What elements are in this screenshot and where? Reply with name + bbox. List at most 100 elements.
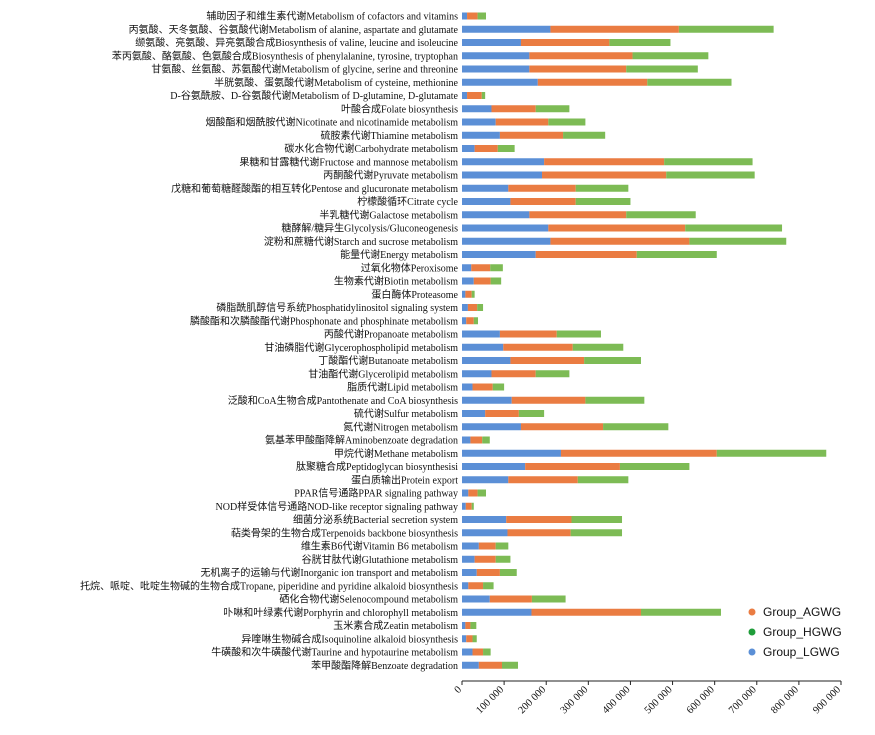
bar-segment-group_lgwg [462,569,477,576]
category-label: 磷脂酰肌醇信号系统Phosphatidylinositol signaling … [216,301,458,314]
bar-segment-group_agwg [503,343,573,351]
bar-segment-group_hgwg [603,423,669,431]
bar-segment-group_hgwg [585,396,645,404]
bar-segment-group_lgwg [462,449,561,457]
bar-segment-group_agwg [525,463,620,470]
category-label: 硒化合物代谢Selenocompound metabolism [279,593,458,606]
bar-segment-group_lgwg [462,635,467,643]
category-label: 烟酸酯和烟酰胺代谢Nicotinate and nicotinamide met… [206,116,459,129]
bar-segment-group_lgwg [462,78,538,86]
bar-segment-group_hgwg [640,608,721,616]
bar-segment-group_hgwg [626,211,696,219]
category-label: 辅助因子和维生素代谢Metabolism of cofactors and vi… [206,10,458,23]
bar-segment-group_lgwg [462,131,500,139]
bar-segment-group_agwg [529,65,627,73]
x-tick-label: 200 000 [516,684,548,716]
bar-segment-group_agwg [544,158,665,166]
x-tick-label: 100 000 [474,684,506,716]
bar-segment-group_hgwg [499,569,517,576]
bar-segment-group_hgwg [556,330,601,338]
bar-segment-group_lgwg [462,158,545,166]
category-label: 叶酸合成Folate biosynthesis [341,102,458,115]
bar-segment-group_agwg [470,436,483,444]
bar-segment-group_lgwg [462,237,551,245]
bar-segment-group_agwg [510,198,576,205]
bar-segment-group_agwg [510,357,585,364]
bar-segment-group_hgwg [577,476,629,484]
bar-segment-group_lgwg [462,224,549,232]
category-label: 甲烷代谢Methane metabolism [334,447,458,460]
bar-segment-group_agwg [520,39,610,46]
bar-segment-group_hgwg [535,370,570,378]
x-tick-label: 500 000 [643,684,675,716]
bar-segment-group_lgwg [462,476,509,484]
category-label: 甘油磷脂代谢Glycerophospholipid metabolism [264,341,458,354]
bar-segment-group_agwg [537,78,648,86]
bar-segment-group_lgwg [462,595,490,603]
bar-segment-group_agwg [476,569,500,576]
category-label: 苯甲酸酯降解Benzoate degradation [311,659,458,672]
bar-segment-group_lgwg [462,489,469,497]
category-label: 托烷、哌啶、吡啶生物碱的生物合成Tropane, piperidine and … [80,579,458,592]
bar-segment-group_agwg [478,661,503,669]
category-label: 蛋白质输出Protein export [351,473,458,486]
bar-segment-group_hgwg [632,52,709,60]
legend-marker [748,648,756,656]
bar-segment-group_lgwg [462,608,532,616]
category-label: 卟啉和叶绿素代谢Porphyrin and chlorophyll metabo… [223,606,458,619]
category-label: 氮代谢Nitrogen metabolism [343,420,458,433]
bar-segment-group_agwg [548,224,686,232]
bar-segment-group_lgwg [462,343,504,351]
bar-segment-group_lgwg [462,463,526,470]
bar-segment-group_agwg [508,184,576,192]
bar-segment-group_agwg [506,516,572,523]
bar-segment-group_hgwg [495,542,509,550]
category-label: 丙酸代谢Propanoate metabolism [324,328,458,341]
category-label: 膦酸酯和次膦酸酯代谢Phosphonate and phosphinate me… [190,314,458,327]
bar-segment-group_agwg [467,92,482,99]
bar-segment-group_hgwg [471,290,475,298]
x-tick-label: 600 000 [685,684,717,716]
legend-marker [748,608,756,616]
legend-marker [748,628,756,636]
category-label: 半胱氨酸、蛋氨酸代谢Metabolism of cysteine, methio… [214,76,458,89]
bar-segment-group_agwg [485,410,519,417]
bar-segment-group_agwg [466,317,474,325]
category-label: 缬氨酸、亮氨酸、异亮氨酸合成Biosynthesis of valine, le… [135,36,458,49]
bar-segment-group_hgwg [481,92,486,99]
bar-segment-group_agwg [465,622,471,629]
bar-segment-group_agwg [499,131,564,139]
bar-segment-group_hgwg [548,118,586,126]
bar-segment-group_agwg [508,476,578,484]
bar-segment-group_agwg [507,529,571,537]
category-label: 柠檬酸循环Citrate cycle [357,195,458,208]
bar-segment-group_agwg [466,635,473,643]
bar-segment-group_agwg [531,608,641,616]
x-tick-label: 0 [453,684,464,695]
bar-segment-group_agwg [550,25,679,33]
bar-segment-group_agwg [520,423,604,431]
bar-segment-group_agwg [560,449,717,457]
category-label: 蛋白酶体Proteasome [371,288,458,301]
bar-segment-group_lgwg [462,184,509,192]
category-label: NOD样受体信号通路NOD-like receptor signaling pa… [216,500,458,513]
bar-segment-group_hgwg [716,449,827,457]
category-label: 无机离子的运输与代谢Inorganic ion transport and me… [200,566,458,579]
bar-segment-group_lgwg [462,516,507,523]
legend-label: Group_HGWG [763,625,842,639]
bar-segment-group_lgwg [462,65,530,73]
bar-segment-group_hgwg [473,317,479,325]
category-label: 淀粉和蔗糖代谢Starch and sucrose metabolism [264,235,458,248]
category-label: 甘氨酸、丝氨酸、苏氨酸代谢Metabolism of glycine, seri… [151,63,458,76]
x-tick-label: 800 000 [769,684,801,716]
bar-segment-group_agwg [491,370,536,378]
bar-segment-group_agwg [471,264,491,272]
bar-segment-group_lgwg [462,582,469,590]
category-label: 谷胱甘肽代谢Glutathione metabolism [302,553,459,566]
category-label: 糖酵解/糖异生Glycolysis/Gluconeogenesis [281,222,458,235]
bar-segment-group_hgwg [575,198,631,205]
bar-segment-group_lgwg [462,290,466,298]
bar-segment-group_hgwg [666,171,755,179]
bar-segment-group_lgwg [462,661,479,669]
